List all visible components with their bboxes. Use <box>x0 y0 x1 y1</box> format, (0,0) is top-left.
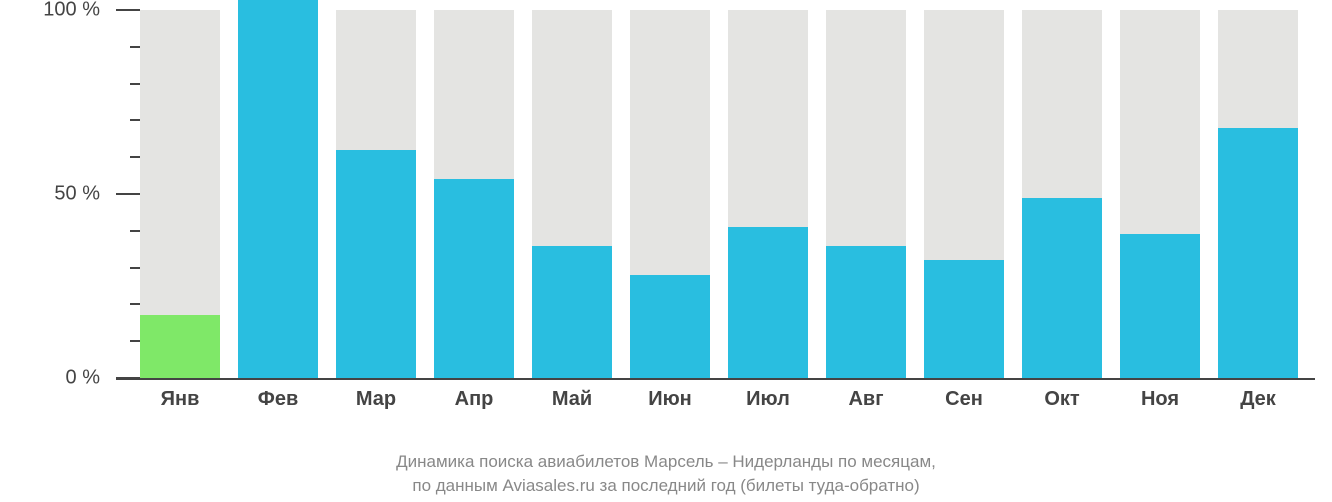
x-axis-line <box>116 378 1315 380</box>
y-axis-minor-tick <box>130 83 140 85</box>
x-axis-tick-label: Июл <box>746 388 790 411</box>
y-axis-major-tick <box>116 193 140 195</box>
bar <box>336 150 416 378</box>
x-axis-tick-label: Апр <box>455 388 494 411</box>
y-axis-tick-label: 50 % <box>0 183 100 206</box>
chart-container: 0 % 50 % 100 % Янв Фев Мар Апр Май Июн Июл Авг Сен… <box>0 0 1332 502</box>
x-axis-tick-label: Авг <box>848 388 883 411</box>
bar <box>1218 128 1298 378</box>
chart-caption: Динамика поиска авиабилетов Марсель – Ни… <box>0 450 1332 498</box>
x-axis-tick-label: Ноя <box>1141 388 1179 411</box>
x-axis-tick-label: Сен <box>945 388 983 411</box>
y-axis-minor-tick <box>130 303 140 305</box>
y-axis-minor-tick <box>130 230 140 232</box>
x-axis-tick-label: Июн <box>648 388 692 411</box>
bar <box>434 179 514 378</box>
y-axis-minor-tick <box>130 119 140 121</box>
y-axis-minor-tick <box>130 340 140 342</box>
y-axis-minor-tick <box>130 156 140 158</box>
x-axis-tick-label: Окт <box>1044 388 1079 411</box>
caption-line2: по данным Aviasales.ru за последний год … <box>412 476 919 495</box>
x-axis-tick-label: Дек <box>1240 388 1276 411</box>
y-axis-minor-tick <box>130 46 140 48</box>
y-axis-tick-label: 0 % <box>0 367 100 390</box>
bar <box>1022 198 1102 378</box>
caption-line1: Динамика поиска авиабилетов Марсель – Ни… <box>396 452 936 471</box>
bar <box>1120 234 1200 378</box>
x-axis-tick-label: Мар <box>356 388 396 411</box>
bar <box>238 0 318 378</box>
x-axis-tick-label: Май <box>552 388 592 411</box>
bar <box>140 315 220 378</box>
y-axis-tick-label: 100 % <box>0 0 100 22</box>
bar <box>728 227 808 378</box>
bar <box>532 246 612 378</box>
y-axis-major-tick <box>116 9 140 11</box>
bar <box>924 260 1004 378</box>
y-axis-minor-tick <box>130 267 140 269</box>
x-axis-tick-label: Янв <box>161 388 200 411</box>
bar <box>630 275 710 378</box>
bar <box>826 246 906 378</box>
x-axis-tick-label: Фев <box>258 388 299 411</box>
